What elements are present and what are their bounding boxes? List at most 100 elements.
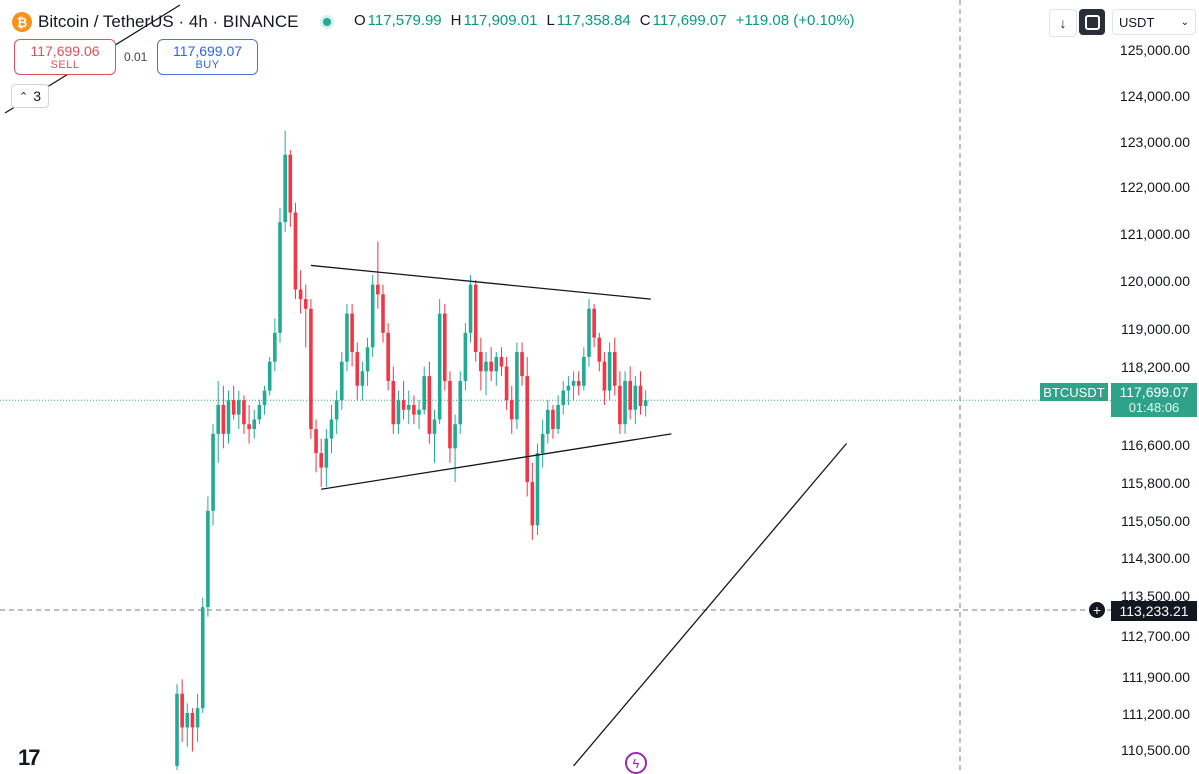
price-scale-label: 121,000.00 [1119, 226, 1190, 242]
price-scale-label: 113,500.00 [1120, 588, 1190, 604]
candle [293, 202, 298, 300]
candle [226, 390, 231, 444]
candle-body [340, 361, 344, 401]
tradingview-logo[interactable]: 17 [18, 745, 41, 770]
price-scale-label: 112,700.00 [1120, 628, 1190, 644]
candle-body [319, 453, 323, 468]
candle-body [298, 289, 303, 300]
candle [298, 270, 303, 314]
candle-body [561, 390, 566, 405]
candle-body [293, 212, 298, 290]
candle [206, 496, 210, 617]
candle [468, 275, 473, 343]
candle-body [612, 352, 617, 386]
ascending-support-trendline [573, 443, 847, 767]
candle-body [350, 313, 354, 353]
candle-body [231, 400, 236, 415]
candle-body [509, 400, 514, 420]
price-scale-label: 123,000.00 [1119, 134, 1190, 150]
candle [540, 419, 545, 468]
candle-body [200, 607, 205, 709]
candle-body [334, 400, 339, 420]
candle-body [566, 385, 571, 391]
candle [638, 371, 643, 415]
currency-select[interactable]: USDT ⌄ [1112, 9, 1196, 35]
candle-body [592, 308, 596, 338]
add-alert-plus-icon[interactable]: + [1089, 602, 1105, 618]
candle [623, 371, 627, 434]
candle-body [417, 409, 421, 415]
candle-body [525, 376, 529, 482]
candle-body [453, 424, 457, 449]
triangle-upper-trendline [310, 264, 651, 300]
candle-body [206, 510, 210, 608]
candle [340, 352, 344, 410]
candle [473, 279, 478, 362]
candle [422, 366, 426, 415]
candle-body [520, 352, 524, 377]
candle-body [216, 405, 220, 434]
candle [633, 376, 638, 425]
candle-body [190, 713, 195, 728]
candle-body [355, 352, 360, 386]
candle-body [262, 390, 267, 405]
arrow-down-icon: ↓ [1059, 15, 1067, 31]
symbol-title[interactable]: Bitcoin / TetherUS · 4h · BINANCE [38, 12, 299, 31]
candle-body [376, 284, 380, 295]
price-scale[interactable]: 125,000.00 124,000.00 123,000.00 122,000.00… [1111, 0, 1199, 770]
lightning-icon[interactable]: ϟ [625, 752, 647, 774]
price-scale-label: 122,000.00 [1119, 179, 1190, 195]
candle-body [242, 400, 246, 425]
market-open-status-icon[interactable] [320, 15, 335, 29]
candle-body [211, 433, 215, 511]
candle [597, 332, 602, 372]
buy-button[interactable]: 117,699.07 BUY [157, 39, 258, 75]
candle [607, 342, 612, 401]
candle [314, 419, 318, 473]
change-value: +119.08 (+0.10%) [735, 12, 855, 29]
candle [303, 284, 308, 348]
candle-body [443, 313, 447, 381]
candle [432, 409, 437, 463]
candle-body [180, 693, 184, 728]
candle-body [267, 361, 272, 391]
fullscreen-button[interactable] [1079, 9, 1105, 35]
candle [324, 429, 329, 487]
candle-body [628, 380, 632, 410]
candle-body [618, 385, 622, 425]
indicators-toggle-button[interactable]: ⌃ 3 [11, 84, 49, 108]
candle [458, 371, 463, 434]
candle [525, 356, 529, 497]
candle-body [484, 361, 488, 372]
candle [262, 385, 267, 415]
buy-label: BUY [195, 58, 220, 71]
candlestick-series [175, 130, 648, 770]
candle [252, 409, 257, 439]
sell-button[interactable]: 117,699.06 SELL [14, 39, 116, 75]
candle-body [365, 347, 370, 372]
symbol-header[interactable]: ₿ Bitcoin / TetherUS · 4h · BINANCE [12, 9, 335, 35]
chevron-down-icon: ⌄ [1180, 16, 1189, 28]
candle [257, 400, 262, 425]
download-button[interactable]: ↓ [1049, 9, 1077, 37]
candle-body [432, 419, 437, 434]
low-value: 117,358.84 [556, 12, 631, 29]
candle-body [381, 294, 385, 333]
candle [494, 352, 499, 386]
candle-body [273, 332, 277, 362]
candle [489, 347, 493, 381]
bar-countdown: 01:48:06 [1128, 400, 1180, 415]
candle [504, 356, 509, 410]
currency-value: USDT [1119, 14, 1155, 30]
candle [576, 371, 581, 396]
candle-body [479, 352, 483, 372]
close-value: 117,699.07 [652, 12, 727, 29]
indicator-count: 3 [33, 88, 41, 104]
candle-body [427, 376, 432, 434]
candle [370, 275, 375, 357]
candle [283, 130, 287, 232]
candle [479, 337, 483, 391]
candle-body [195, 708, 200, 728]
candle [231, 385, 236, 420]
